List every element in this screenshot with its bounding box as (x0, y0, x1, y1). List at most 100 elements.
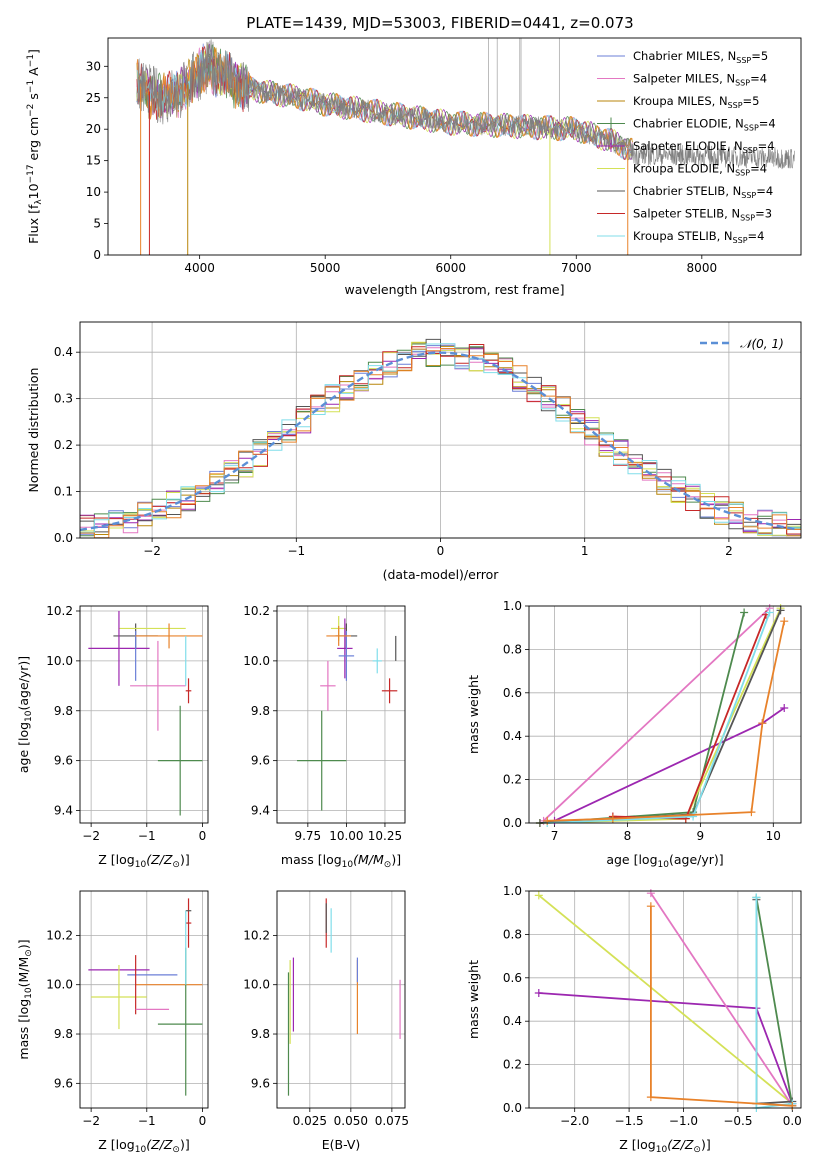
y-axis-label: mass [log10(M/M⊙)] (16, 939, 34, 1059)
y-tick-label: 0.2 (503, 1058, 522, 1072)
y-tick-label: 0.1 (54, 485, 73, 499)
weight-marker (765, 608, 774, 617)
panel-age_vs_Z: −2 −1 0 9.4 9.6 9.8 10.0 10.2 Z [log10(Z/Z⊙)] age… (16, 604, 209, 870)
legend-label: Kroupa MILES, NSSP=5 (633, 94, 759, 110)
y-tick-label: 1.0 (503, 884, 522, 898)
x-tick-label: 1 (581, 544, 589, 558)
axes-frame (107, 37, 802, 256)
x-tick-label: −2.0 (560, 1114, 589, 1128)
x-axis-label: (data-model)/error (383, 567, 500, 582)
x-tick-label: 5000 (310, 261, 341, 275)
weight-marker (780, 617, 789, 626)
weight-marker (646, 1093, 655, 1102)
y-tick-label: 9.8 (54, 1027, 73, 1041)
y-tick-label: 0.2 (503, 773, 522, 787)
weight-marker (543, 816, 552, 825)
x-tick-label: 0 (199, 829, 207, 843)
y-tick-label: 0.6 (503, 686, 522, 700)
x-axis-label: E(B-V) (322, 1137, 361, 1152)
y-tick-label: 0.8 (503, 642, 522, 656)
y-tick-label: 0.0 (503, 816, 522, 830)
weight-marker (747, 808, 756, 817)
panel-weight_vs_Z: −2.0 −1.5 −1.0 −0.5 0.0 0.0 0.2 0.4 0.6 0.8 1.0 Z [… (466, 884, 802, 1155)
x-tick-label: 9.75 (294, 829, 321, 843)
y-tick-label: 10.2 (46, 604, 73, 618)
y-tick-label: 10.0 (46, 654, 73, 668)
y-tick-label: 10.2 (46, 928, 73, 942)
weight-marker (758, 719, 767, 728)
y-tick-label: 0.0 (54, 531, 73, 545)
spectrum-data-line (136, 39, 795, 170)
y-tick-label: 0.2 (54, 438, 73, 452)
y-tick-label: 9.6 (54, 754, 73, 768)
y-axis-label: Flux [fλ10−17 erg cm−2 s−1 A−1] (26, 49, 44, 244)
panel-weight_vs_age: 7 8 9 10 0.0 0.2 0.4 0.6 0.8 1.0 age [log10(age/yr… (466, 599, 802, 870)
x-tick-label: −2 (82, 1114, 100, 1128)
x-tick-label: 10.00 (329, 829, 363, 843)
x-tick-label: −1 (287, 544, 305, 558)
x-tick-label: 10 (766, 829, 781, 843)
y-tick-label: 0.6 (503, 971, 522, 985)
panel-age_vs_mass: 9.75 10.00 10.25 9.4 9.6 9.8 10.0 10.2 mass [log… (243, 604, 406, 870)
x-tick-label: 0 (437, 544, 445, 558)
y-tick-label: 30 (86, 59, 101, 73)
y-tick-label: 9.6 (251, 754, 270, 768)
x-tick-label: 0 (199, 1114, 207, 1128)
y-tick-label: 9.8 (251, 1027, 270, 1041)
x-tick-label: 0.0 (783, 1114, 802, 1128)
y-tick-label: 25 (86, 91, 101, 105)
weight-series-line (650, 892, 794, 1107)
y-tick-label: 0.3 (54, 392, 73, 406)
axes-frame (528, 605, 802, 824)
weight-marker (776, 606, 785, 615)
x-axis-label: Z [log10(Z/Z⊙)] (619, 1137, 710, 1155)
weight-series-line (755, 897, 794, 1106)
y-tick-label: 10.0 (243, 654, 270, 668)
legend-label: Salpeter ELODIE, NSSP=4 (633, 139, 775, 155)
x-tick-label: −2 (82, 829, 100, 843)
histogram-step (80, 343, 801, 535)
weight-marker (780, 703, 789, 712)
x-tick-label: 7000 (561, 261, 592, 275)
legend-label: Chabrier ELODIE, NSSP=4 (633, 117, 776, 133)
y-tick-label: 9.4 (251, 804, 270, 818)
x-tick-label: −0.5 (723, 1114, 752, 1128)
weight-series-line (542, 607, 771, 822)
x-axis-label: mass [log10(M/M⊙)] (281, 852, 401, 870)
y-tick-label: 9.8 (251, 704, 270, 718)
weight-series-line (538, 894, 793, 1105)
x-axis-label: wavelength [Angstrom, rest frame] (344, 282, 564, 297)
legend-label: Salpeter STELIB, NSSP=3 (633, 207, 772, 223)
weight-marker (534, 891, 543, 900)
y-tick-label: 9.6 (251, 1076, 270, 1090)
weight-series-line (612, 614, 767, 820)
x-tick-label: −1 (138, 829, 156, 843)
y-axis-label: mass weight (466, 675, 481, 754)
y-tick-label: 0.4 (503, 729, 522, 743)
weight-marker (689, 812, 698, 821)
y-tick-label: 9.4 (54, 804, 73, 818)
x-tick-label: 0.075 (375, 1114, 409, 1128)
x-tick-label: 2 (725, 544, 733, 558)
y-tick-label: 9.8 (54, 704, 73, 718)
x-tick-label: 7 (551, 829, 559, 843)
y-tick-label: 10.0 (46, 978, 73, 992)
weight-marker (534, 988, 543, 997)
panels: 4000 5000 6000 7000 8000051015202530waveleng… (16, 37, 802, 1155)
weight-marker (752, 893, 761, 902)
legend-label: Chabrier STELIB, NSSP=4 (633, 184, 773, 200)
legend-label: Kroupa STELIB, NSSP=4 (633, 229, 764, 245)
x-tick-label: −1.5 (615, 1114, 644, 1128)
x-tick-label: −2 (143, 544, 161, 558)
y-tick-label: 10 (86, 185, 101, 199)
legend-label: Kroupa ELODIE, NSSP=4 (633, 162, 767, 178)
weight-marker (646, 902, 655, 911)
axes-frame (276, 605, 406, 824)
y-tick-label: 0.4 (54, 345, 73, 359)
axes-frame (79, 890, 209, 1109)
y-tick-label: 15 (86, 154, 101, 168)
axes-frame (79, 605, 209, 824)
x-tick-label: 8 (624, 829, 632, 843)
histogram-step (80, 348, 801, 538)
weight-marker (608, 814, 617, 823)
